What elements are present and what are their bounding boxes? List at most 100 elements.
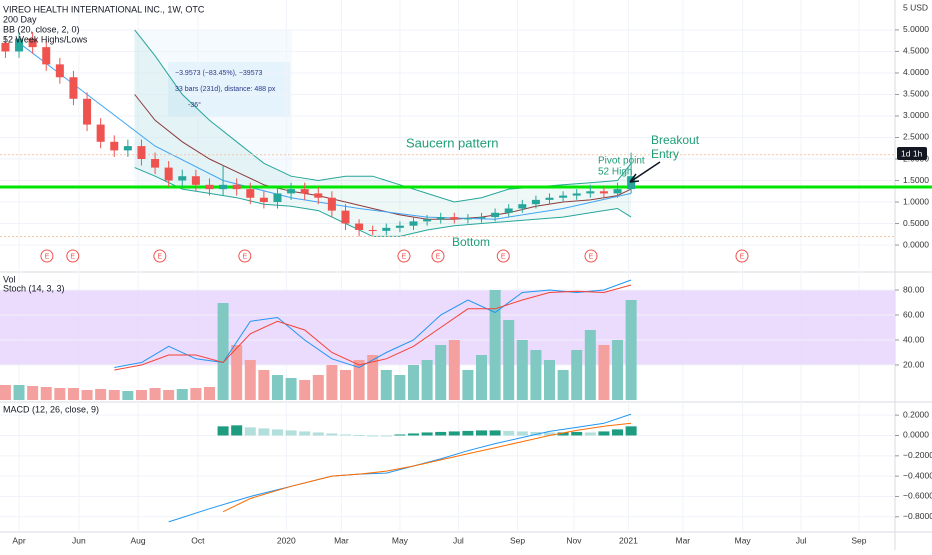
y-tick-label: 0.5000 — [903, 218, 929, 228]
volume-bar — [394, 375, 406, 400]
candle-body — [287, 189, 296, 194]
stoch-k — [114, 279, 632, 369]
volume-bar — [407, 365, 419, 400]
x-tick-label: 2021 — [619, 535, 638, 545]
earnings-label: E — [589, 253, 594, 260]
y-tick-label: 1.5000 — [903, 175, 929, 185]
candle-body — [300, 189, 309, 194]
badge: 1d 1h — [901, 148, 923, 158]
candle-body — [178, 176, 187, 181]
legend-entry: 52 Week Highs/Lows — [3, 34, 88, 44]
volume-bar — [135, 390, 147, 400]
earnings-marker — [735, 249, 749, 263]
y-tick-label: 0.2000 — [903, 409, 929, 419]
pane-title: MACD (12, 26, close, 9) — [3, 404, 99, 414]
candle-body — [219, 184, 228, 190]
volume-bar — [54, 388, 66, 400]
y-tick-label: −0.8000 — [903, 511, 932, 521]
arrow — [629, 161, 661, 183]
volume-bar — [571, 350, 583, 400]
earnings-marker — [153, 249, 167, 263]
volume-bar — [584, 330, 596, 400]
volume-bar — [462, 370, 474, 400]
symbol-title: VIREO HEALTH INTERNATIONAL INC., 1W, OTC — [3, 4, 205, 14]
macd-histogram — [380, 435, 392, 437]
candle-body — [110, 141, 119, 151]
candle-body — [627, 176, 636, 190]
macd-histogram — [217, 426, 229, 436]
volume-bar — [67, 388, 79, 400]
candle-body — [151, 159, 160, 168]
legend-entry: 200 Day — [3, 14, 37, 24]
macd-histogram — [285, 430, 297, 436]
volume-bar — [217, 303, 229, 400]
candle-body — [586, 191, 595, 194]
volume-bar — [122, 391, 134, 400]
bollinger-area — [134, 29, 632, 237]
candle-body — [259, 197, 268, 203]
volume-bar — [149, 388, 161, 400]
candle-body — [545, 197, 554, 200]
volume-bar — [557, 370, 569, 400]
legend-entry: BB (20, close, 2, 0) — [3, 24, 80, 34]
volume-bar — [108, 390, 120, 400]
candle-body — [96, 124, 105, 142]
volume-bar — [476, 355, 488, 400]
measure-text: −3.9573 (−83.45%), −39573 — [175, 70, 262, 77]
volume-bar — [421, 360, 433, 400]
volume-bar — [299, 380, 311, 400]
earnings-label: E — [157, 253, 162, 260]
measure-text: -36° — [188, 101, 201, 109]
x-tick-label: Jul — [796, 535, 807, 545]
candle-body — [382, 227, 391, 231]
candle-body — [232, 184, 241, 190]
candle-body — [69, 77, 78, 99]
y-tick-label: 4.0000 — [903, 67, 929, 77]
x-tick-label: Sep — [510, 535, 525, 545]
candle-body — [1, 42, 10, 52]
macd-histogram — [258, 428, 270, 436]
x-tick-label: Aug — [130, 535, 145, 545]
macd-histogram — [462, 430, 474, 436]
candle-body — [463, 218, 472, 220]
volume-bar — [612, 340, 624, 400]
x-tick-label: Nov — [566, 535, 582, 545]
earnings-label: E — [501, 253, 506, 260]
macd-histogram — [571, 431, 583, 436]
x-tick-label: May — [735, 535, 752, 545]
candle-body — [491, 212, 500, 218]
x-tick-label: May — [392, 535, 409, 545]
annotation: Pivot point — [598, 156, 645, 167]
volume-bar — [448, 340, 460, 400]
bollinger-upper — [134, 29, 632, 203]
macd-histogram — [407, 433, 419, 436]
candle-body — [518, 204, 527, 209]
y-tick-label: 4.5000 — [903, 46, 929, 56]
volume-bar — [435, 345, 447, 400]
measure-text: 33 bars (231d), distance: 488 px — [175, 86, 276, 93]
candle-body — [355, 223, 364, 230]
badge-bg — [897, 147, 927, 160]
volume-bar — [625, 300, 637, 400]
candle-body — [314, 193, 323, 198]
earnings-marker — [496, 249, 510, 263]
earnings-marker — [66, 249, 80, 263]
x-tick-label: Apr — [12, 535, 25, 545]
macd-histogram — [530, 431, 542, 436]
x-tick-label: 2020 — [277, 535, 296, 545]
candle-body — [368, 229, 377, 231]
annotation: Saucern pattern — [406, 135, 499, 150]
volume-bar — [380, 370, 392, 400]
volume-bar — [285, 378, 297, 400]
moving-average — [18, 42, 632, 220]
candle-body — [55, 64, 64, 78]
macd-histogram — [271, 429, 283, 436]
y-tick-label: 60.00 — [903, 309, 925, 319]
earnings-label: E — [70, 253, 75, 260]
candle-body — [15, 38, 24, 52]
pane-title: Vol — [3, 274, 16, 284]
candle-body — [83, 98, 92, 125]
annotation: Bottom — [452, 235, 490, 249]
candle-body — [28, 38, 37, 48]
